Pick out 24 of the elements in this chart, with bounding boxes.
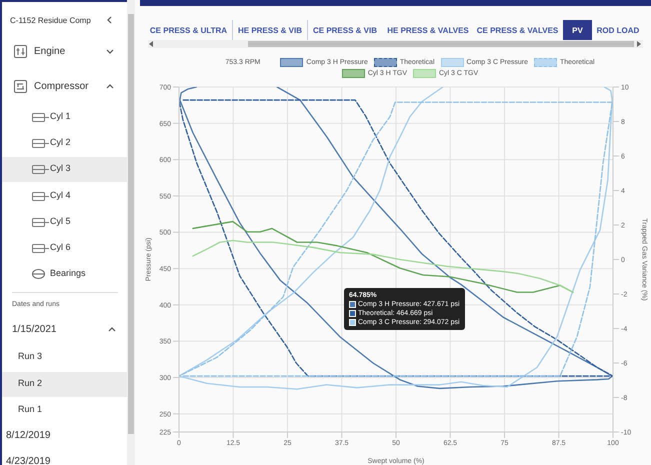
text: Cyl 3 xyxy=(50,163,71,173)
text: HE PRESS & VALVES xyxy=(386,24,470,36)
text: Run 1 xyxy=(18,404,42,414)
text: Engine xyxy=(34,46,66,57)
text: CE PRESS & VIB xyxy=(312,24,378,36)
text: CE PRESS & VALVES xyxy=(476,24,560,36)
text: Run 2 xyxy=(18,378,42,388)
text: C-1152 Residue Comp xyxy=(10,16,91,25)
text: Bearings xyxy=(50,268,86,278)
text: PV xyxy=(563,20,592,40)
text: 1/15/2021 xyxy=(12,324,56,335)
text: Compressor xyxy=(34,81,88,92)
text: CE PRESS & ULTRA xyxy=(145,20,233,40)
line-series xyxy=(192,240,574,293)
text: Cyl 1 xyxy=(50,111,71,121)
text: Run 3 xyxy=(18,351,42,361)
text: Cyl 5 xyxy=(50,216,71,226)
text: 4/23/2019 xyxy=(6,456,50,465)
text: 8/12/2019 xyxy=(6,430,50,441)
text: Cyl 6 xyxy=(50,242,71,252)
text: HE PRESS & VIB xyxy=(233,20,308,40)
text: Cyl 2 xyxy=(50,137,71,147)
text: ROD LOAD xyxy=(596,24,640,36)
text: Cyl 4 xyxy=(50,190,71,200)
